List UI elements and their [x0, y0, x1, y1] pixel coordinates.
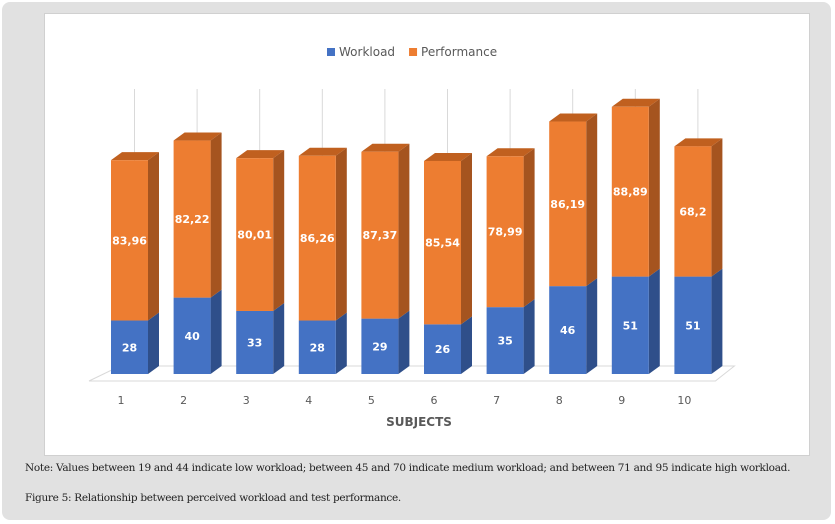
figure-note: Note: Values between 19 and 44 indicate … [25, 462, 791, 474]
bar-side-performance [273, 150, 285, 311]
data-label-workload: 35 [497, 335, 512, 348]
x-tick-label: 5 [368, 394, 375, 407]
stacked-bar-chart: 28 83,96 1 40 82,22 2 33 80,01 3 28 86,26 4 29 87,37 5… [88, 45, 736, 429]
bar-workload [111, 320, 148, 374]
data-label-workload: 40 [184, 330, 200, 343]
bar-workload [236, 310, 274, 374]
bar-top-performance [611, 98, 660, 107]
legend-swatch-performance [409, 48, 418, 56]
bar-side-performance [335, 147, 347, 321]
bar-top-performance [674, 138, 723, 147]
data-label-performance: 78,99 [488, 226, 523, 239]
bar-workload [611, 276, 649, 374]
bar-side-workload [586, 278, 598, 374]
bar-top-performance [298, 147, 347, 156]
bar-side-performance [711, 138, 723, 277]
bar-performance [611, 106, 649, 277]
bar-top-performance [236, 150, 285, 159]
data-label-performance: 80,01 [237, 229, 272, 242]
bar-performance [549, 121, 587, 287]
bar-side-performance [586, 113, 598, 287]
bar-performance [424, 160, 461, 325]
bar-workload [674, 276, 712, 374]
bar-side-workload [461, 316, 472, 374]
bar-side-performance [461, 152, 472, 325]
bar-side-workload [648, 268, 660, 374]
bar-top-performance [424, 152, 472, 161]
data-label-workload: 51 [623, 319, 638, 332]
bar-side-workload [273, 302, 285, 374]
chart-area: 28 83,96 1 40 82,22 2 33 80,01 3 28 86,26 4 29 87,37 5… [44, 13, 810, 456]
bar-top-performance [486, 148, 535, 157]
data-label-workload: 33 [247, 336, 262, 349]
data-label-workload: 51 [685, 319, 700, 332]
bar-performance [236, 158, 274, 311]
bar-performance [361, 151, 399, 319]
data-label-performance: 83,96 [112, 234, 147, 247]
x-tick-label: 3 [243, 394, 250, 407]
x-tick-label: 9 [618, 394, 625, 407]
x-axis-title: SUBJECTS [386, 415, 452, 429]
bar-side-performance [648, 98, 660, 277]
data-label-performance: 85,54 [425, 237, 460, 250]
x-tick-label: 2 [180, 394, 187, 407]
bar-top-performance [173, 132, 222, 141]
x-tick-label: 6 [431, 394, 438, 407]
data-label-performance: 82,22 [175, 213, 210, 226]
bar-workload [298, 320, 336, 374]
x-tick-label: 8 [556, 394, 563, 407]
bar-workload [424, 324, 461, 374]
data-label-workload: 29 [372, 340, 387, 353]
data-label-performance: 88,89 [613, 186, 648, 199]
data-label-workload: 46 [560, 324, 576, 337]
data-label-performance: 68,2 [679, 205, 706, 218]
bar-side-workload [335, 312, 347, 374]
data-label-performance: 87,37 [363, 229, 398, 242]
bar-workload [173, 297, 211, 374]
bar-side-performance [398, 143, 410, 319]
bar-performance [173, 140, 211, 298]
bar-side-workload [210, 289, 222, 374]
bar-top-performance [549, 113, 598, 122]
bar-side-workload [148, 312, 159, 374]
figure-caption: Figure 5: Relationship between perceived… [25, 492, 401, 504]
bar-side-performance [523, 148, 535, 308]
bar-performance [111, 160, 148, 321]
bar-workload [361, 318, 399, 374]
bar-performance [674, 146, 712, 277]
bar-performance [298, 155, 336, 321]
legend-swatch-workload [327, 48, 335, 56]
data-label-performance: 86,26 [300, 232, 335, 245]
data-label-workload: 28 [310, 341, 325, 354]
bar-side-performance [148, 152, 159, 321]
bar-side-workload [711, 268, 723, 374]
bar-workload [549, 286, 587, 374]
bar-workload [486, 307, 524, 374]
bar-side-performance [210, 132, 222, 298]
bar-performance [486, 156, 524, 308]
x-tick-label: 10 [677, 394, 691, 407]
legend-label-workload: Workload [339, 45, 395, 59]
x-tick-label: 7 [493, 394, 500, 407]
legend-label-performance: Performance [421, 45, 497, 59]
bar-top-performance [361, 143, 410, 152]
bar-side-workload [398, 310, 410, 374]
data-label-workload: 26 [435, 343, 451, 356]
data-label-performance: 86,19 [550, 198, 585, 211]
x-tick-label: 1 [118, 394, 125, 407]
x-tick-label: 4 [305, 394, 312, 407]
bar-side-workload [523, 299, 535, 374]
bar-top-performance [111, 152, 159, 161]
data-label-workload: 28 [122, 341, 137, 354]
